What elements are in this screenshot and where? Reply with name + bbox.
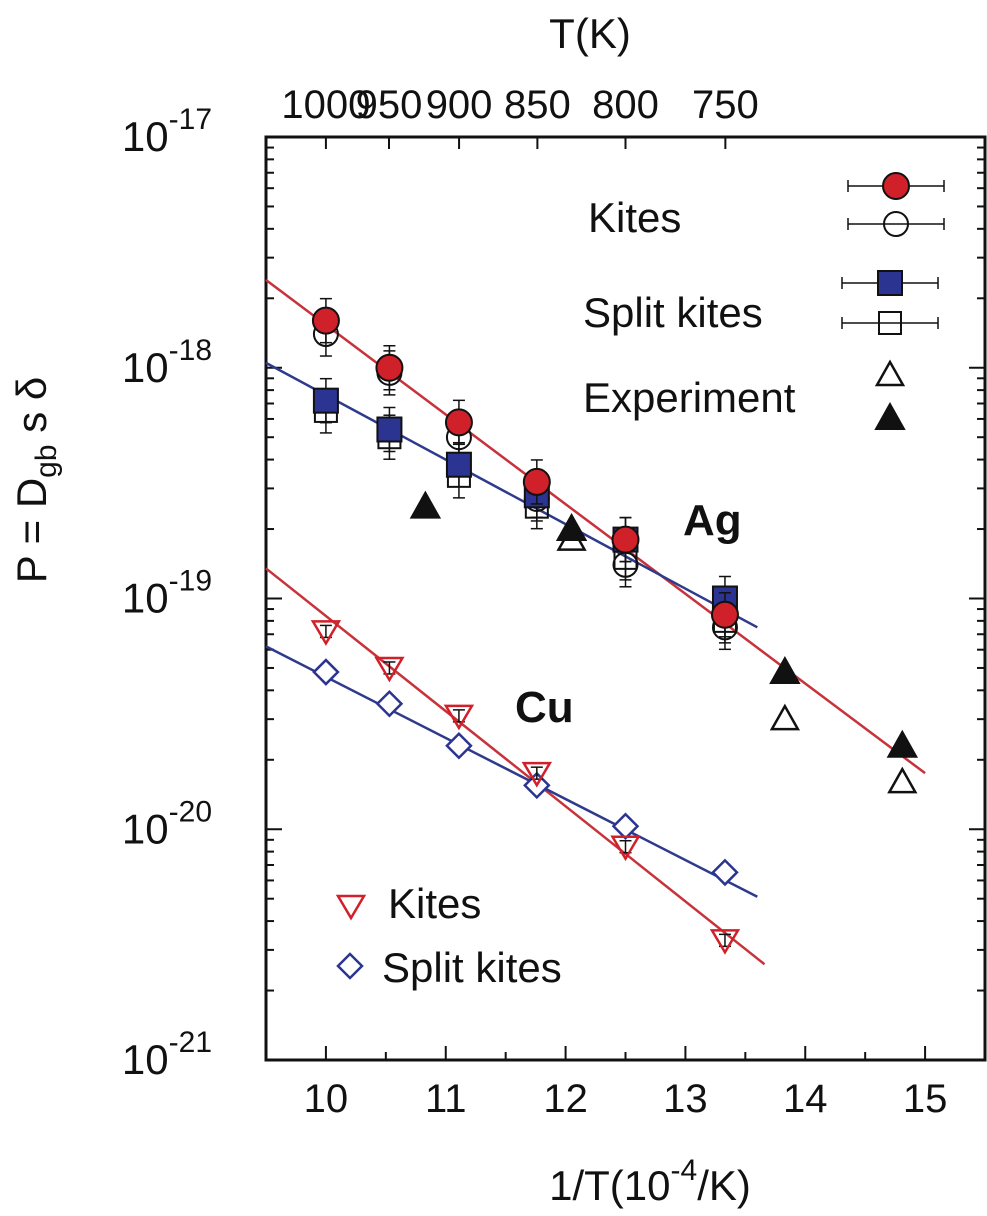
marker-square-filled: [312, 387, 339, 414]
top-tick-label: 950: [356, 83, 423, 127]
marker-triangle-filled: [874, 401, 906, 430]
marker-triangle-open: [887, 766, 918, 794]
top-tick-label: 750: [692, 83, 759, 127]
marks-layer: [310, 297, 919, 955]
x-tick-label: 13: [663, 1077, 708, 1121]
marker-square-filled: [877, 270, 903, 296]
marker-triangle-down: [443, 704, 475, 731]
x-tick-label: 10: [304, 1077, 349, 1121]
marker-diamond: [611, 812, 640, 841]
legend-experiment-label: Experiment: [583, 374, 796, 421]
marker-diamond: [711, 858, 739, 887]
marker-triangle-filled: [769, 656, 801, 685]
marker-triangle-down: [709, 929, 741, 955]
cu-label: Cu: [515, 683, 574, 732]
y-axis-title: P = Dgb s δ: [8, 377, 63, 584]
marker-square-filled: [376, 416, 403, 443]
marker-circle-filled: [444, 408, 473, 437]
fit-line: [265, 645, 758, 898]
y-tick-label: 10-18: [122, 334, 212, 391]
top-tick-label: 900: [426, 83, 493, 127]
legend-cu-split-kites-label: Split kites: [382, 944, 562, 991]
marker-circle-open: [883, 211, 909, 237]
y-tick-label: 10-20: [122, 795, 212, 852]
y-tick-label: 10-17: [122, 103, 212, 160]
y-axis-title-main: P = D: [8, 478, 55, 583]
x-tick-label: 11: [425, 1077, 467, 1121]
marker-circle-filled: [710, 600, 739, 629]
legend-bottom-symbols: [335, 894, 367, 980]
legend-cu-kites-label: Kites: [388, 880, 481, 927]
marker-circle-filled: [375, 353, 404, 382]
marker-circle-filled: [311, 306, 340, 335]
top-axis-title: T(K): [549, 10, 631, 57]
marker-triangle-open: [874, 359, 906, 387]
x-tick-label: 12: [543, 1077, 588, 1121]
y-axis-title-sub: gb: [30, 444, 63, 477]
top-tick-label: 850: [504, 83, 571, 127]
marker-circle-filled: [611, 525, 640, 554]
fit-line: [265, 279, 926, 775]
marker-triangle-down: [335, 894, 367, 921]
marker-circle-filled: [522, 467, 551, 496]
fit-line: [265, 361, 758, 629]
marker-triangle-filled: [409, 490, 442, 519]
top-tick-label: 800: [592, 83, 659, 127]
marker-diamond: [312, 658, 340, 686]
x-axis-title-main: 1/T(10: [549, 1162, 670, 1209]
fit-line: [265, 567, 766, 966]
x-tick-label: 14: [783, 1077, 828, 1121]
marker-triangle-down: [310, 620, 342, 646]
marker-diamond: [336, 952, 364, 980]
fit-lines-layer: [265, 279, 926, 966]
marker-diamond: [445, 732, 473, 760]
legend-split-kites-label: Split kites: [583, 289, 763, 336]
marker-triangle-filled: [555, 512, 588, 542]
top-tick-label: 1000: [281, 83, 370, 127]
marker-triangle-open: [769, 703, 801, 731]
x-tick-label: 15: [903, 1077, 948, 1121]
marker-square-open: [878, 311, 902, 335]
marker-square-filled: [445, 451, 472, 478]
legend-top-symbols: [841, 172, 945, 430]
x-axis-title-end: /K): [697, 1162, 751, 1209]
legend-kites-label: Kites: [588, 194, 681, 241]
y-axis-title-end: s δ: [8, 377, 55, 445]
x-axis-title: 1/T(10-4/K): [549, 1154, 751, 1209]
y-tick-label: 10-21: [122, 1026, 212, 1083]
marker-diamond: [375, 689, 404, 718]
marker-circle-filled: [882, 172, 910, 200]
ag-label: Ag: [683, 496, 742, 545]
marker-triangle-down: [374, 656, 405, 683]
y-tick-label: 10-19: [122, 565, 212, 622]
x-axis-title-sup: -4: [671, 1154, 698, 1187]
marker-triangle-filled: [886, 729, 919, 758]
marker-triangle-down: [610, 835, 641, 862]
marker-triangle-down: [521, 761, 553, 788]
legend-bottom: Kites Split kites: [335, 880, 562, 991]
legend-top: Kites Split kites Experiment: [583, 172, 945, 430]
